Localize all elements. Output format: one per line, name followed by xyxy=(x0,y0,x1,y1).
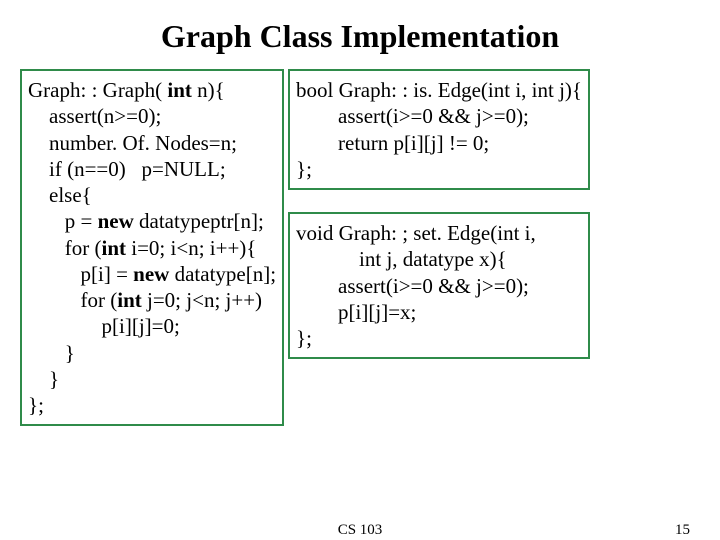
code-line: }; xyxy=(28,393,44,417)
code-line: return p[i][j] != 0; xyxy=(296,131,489,155)
code-box-constructor: Graph: : Graph( int n){ assert(n>=0); nu… xyxy=(20,69,284,426)
code-line: assert(i>=0 && j>=0); xyxy=(296,274,529,298)
code-line: for (int i=0; i<n; i++){ xyxy=(28,236,256,260)
code-line: assert(i>=0 && j>=0); xyxy=(296,104,529,128)
code-line: } xyxy=(28,341,75,365)
code-line: p[i][j]=0; xyxy=(28,314,180,338)
code-line: if (n==0) p=NULL; xyxy=(28,157,226,181)
code-line: p[i] = new datatype[n]; xyxy=(28,262,276,286)
code-box-isedge: bool Graph: : is. Edge(int i, int j){ as… xyxy=(288,69,590,190)
footer-course: CS 103 xyxy=(338,522,383,539)
content-area: Graph: : Graph( int n){ assert(n>=0); nu… xyxy=(20,69,700,426)
code-line: } xyxy=(28,367,59,391)
slide-title: Graph Class Implementation xyxy=(20,18,700,55)
code-line: void Graph: ; set. Edge(int i, xyxy=(296,221,536,245)
left-column: Graph: : Graph( int n){ assert(n>=0); nu… xyxy=(20,69,284,426)
code-line: bool Graph: : is. Edge(int i, int j){ xyxy=(296,78,582,102)
code-line: for (int j=0; j<n; j++) xyxy=(28,288,262,312)
code-line: number. Of. Nodes=n; xyxy=(28,131,237,155)
code-box-setedge: void Graph: ; set. Edge(int i, int j, da… xyxy=(288,212,590,359)
footer-page-number: 15 xyxy=(675,522,690,539)
code-line: p = new datatypeptr[n]; xyxy=(28,209,264,233)
code-line: Graph: : Graph( int n){ xyxy=(28,78,225,102)
code-line: else{ xyxy=(28,183,92,207)
right-column: bool Graph: : is. Edge(int i, int j){ as… xyxy=(288,69,590,359)
code-line: }; xyxy=(296,326,312,350)
code-line: assert(n>=0); xyxy=(28,104,161,128)
code-line: p[i][j]=x; xyxy=(296,300,416,324)
code-line: }; xyxy=(296,157,312,181)
code-line: int j, datatype x){ xyxy=(296,247,507,271)
